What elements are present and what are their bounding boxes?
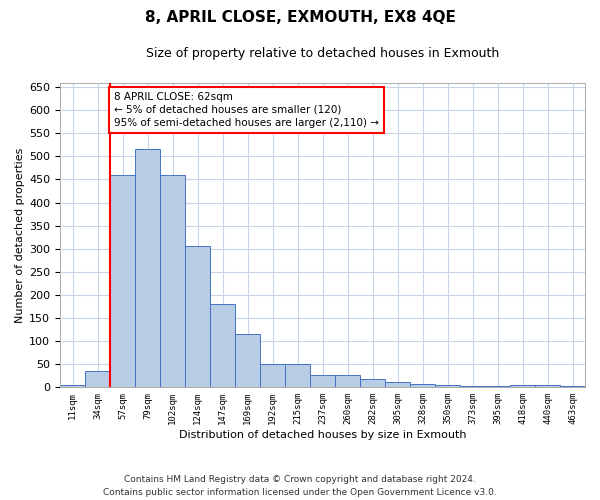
Bar: [285, 364, 310, 388]
Bar: [160, 175, 185, 388]
Bar: [460, 386, 485, 388]
X-axis label: Distribution of detached houses by size in Exmouth: Distribution of detached houses by size …: [179, 430, 466, 440]
Bar: [210, 304, 235, 388]
Bar: [235, 334, 260, 388]
Bar: [535, 385, 560, 388]
Text: 8, APRIL CLOSE, EXMOUTH, EX8 4QE: 8, APRIL CLOSE, EXMOUTH, EX8 4QE: [145, 10, 455, 26]
Text: 8 APRIL CLOSE: 62sqm
← 5% of detached houses are smaller (120)
95% of semi-detac: 8 APRIL CLOSE: 62sqm ← 5% of detached ho…: [114, 92, 379, 128]
Bar: [60, 385, 85, 388]
Bar: [310, 375, 335, 388]
Y-axis label: Number of detached properties: Number of detached properties: [15, 147, 25, 322]
Bar: [110, 175, 135, 388]
Bar: [260, 364, 285, 388]
Title: Size of property relative to detached houses in Exmouth: Size of property relative to detached ho…: [146, 48, 499, 60]
Bar: [135, 150, 160, 388]
Bar: [410, 384, 435, 388]
Bar: [185, 246, 210, 388]
Bar: [485, 386, 510, 388]
Text: Contains HM Land Registry data © Crown copyright and database right 2024.
Contai: Contains HM Land Registry data © Crown c…: [103, 475, 497, 497]
Bar: [385, 382, 410, 388]
Bar: [335, 375, 360, 388]
Bar: [435, 385, 460, 388]
Bar: [510, 385, 535, 388]
Bar: [85, 371, 110, 388]
Bar: [360, 379, 385, 388]
Bar: [560, 386, 585, 388]
